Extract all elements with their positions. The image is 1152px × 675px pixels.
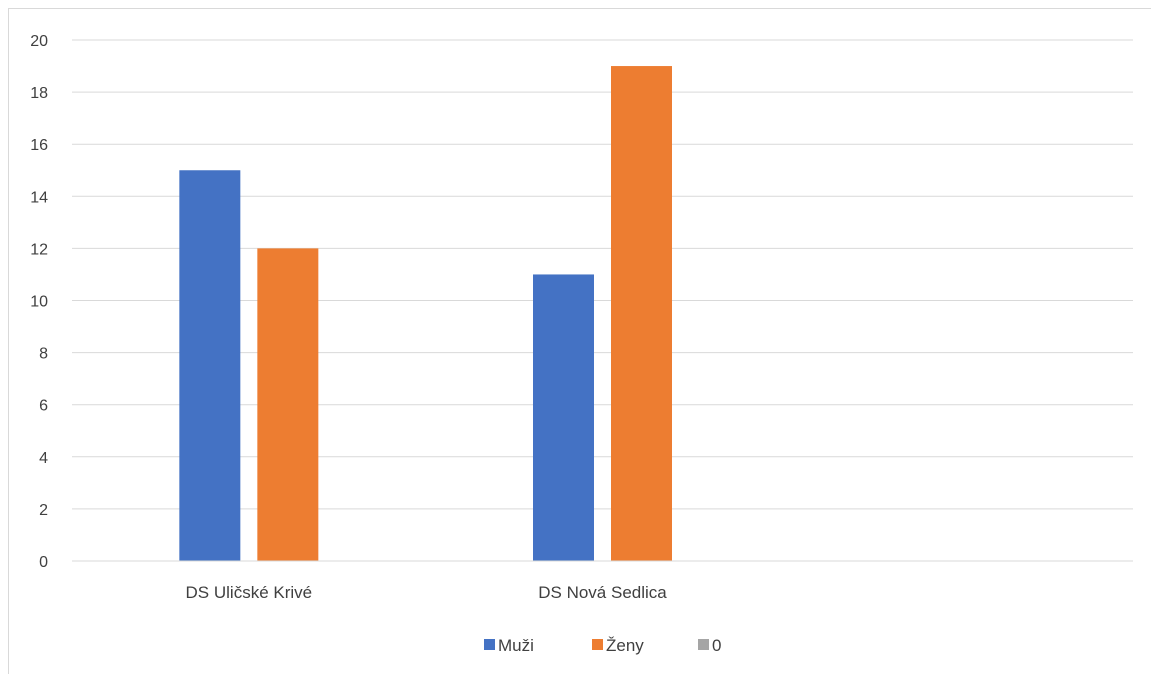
legend: Muži Ženy 0 (484, 636, 721, 655)
bar-ženy (257, 248, 319, 561)
x-axis-categories: DS Uličské Krivé DS Nová Sedlica (186, 583, 668, 602)
legend-label: 0 (712, 636, 721, 655)
chart-frame (8, 8, 1151, 674)
y-tick-label: 16 (30, 137, 48, 154)
y-tick-label: 0 (39, 554, 48, 571)
bar-ženy (611, 66, 672, 562)
y-tick-label: 6 (39, 398, 48, 415)
y-tick-label: 10 (30, 294, 48, 311)
legend-swatch (484, 639, 495, 650)
y-tick-label: 12 (30, 241, 48, 258)
y-tick-label: 18 (30, 85, 48, 102)
legend-swatch (698, 639, 709, 650)
legend-swatch (592, 639, 603, 650)
legend-label: Muži (498, 636, 534, 655)
y-tick-label: 2 (39, 502, 48, 519)
y-tick-label: 14 (30, 189, 48, 206)
bars (179, 66, 672, 562)
y-tick-label: 20 (30, 33, 48, 50)
y-tick-label: 8 (39, 346, 48, 363)
legend-label: Ženy (606, 636, 644, 655)
y-tick-label: 4 (39, 450, 48, 467)
x-category-label: DS Nová Sedlica (538, 583, 667, 602)
bar-muži (179, 170, 241, 561)
x-category-label: DS Uličské Krivé (186, 583, 313, 602)
y-axis-ticks: 0 2 4 6 8 10 12 14 16 18 20 (30, 33, 48, 571)
bar-muži (533, 274, 594, 561)
gridlines (72, 39, 1133, 510)
